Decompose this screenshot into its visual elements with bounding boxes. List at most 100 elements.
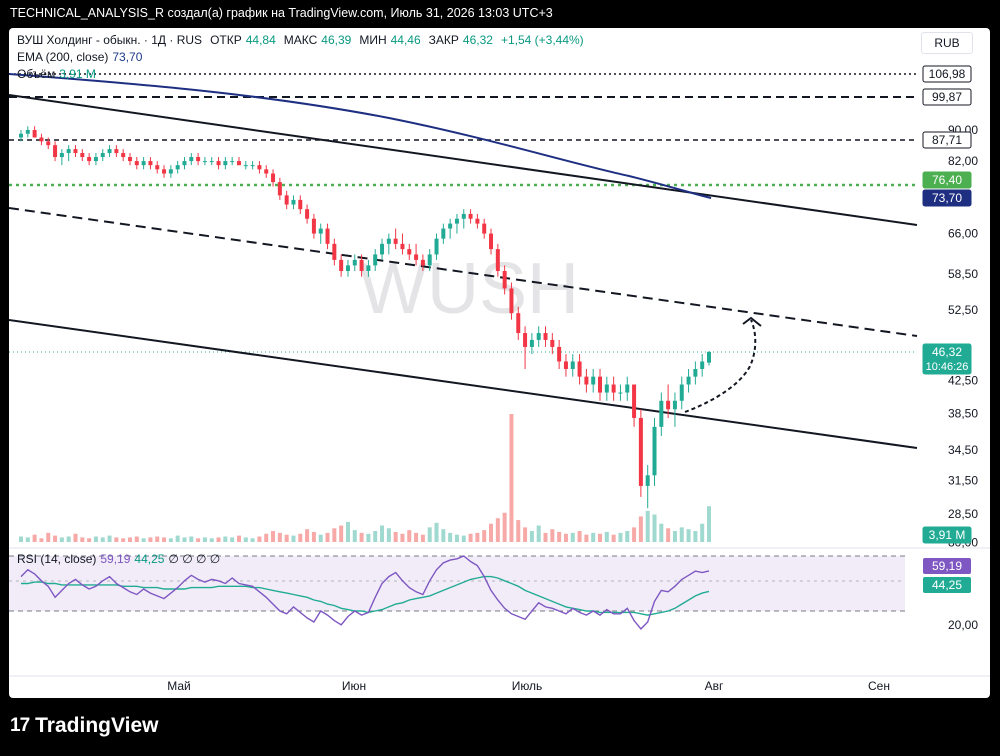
volume-bar	[557, 531, 562, 542]
volume-bar	[652, 514, 657, 542]
candle-body	[380, 243, 385, 255]
chart-canvas[interactable]: WUSH 90,0082,0066,0058,5052,5042,5038,50…	[9, 28, 990, 698]
candle-body	[325, 228, 330, 244]
candle-body	[550, 339, 555, 347]
price-tick-label: 52,50	[948, 303, 978, 317]
volume-bar	[659, 523, 664, 542]
volume-bar	[366, 533, 371, 542]
volume-bar	[420, 534, 425, 542]
candle-body	[223, 161, 228, 166]
volume-value: 3,91 M	[59, 67, 96, 81]
currency-button[interactable]: RUB	[921, 32, 973, 54]
price-tick-label: 28,50	[948, 507, 978, 521]
candle-body	[257, 165, 262, 170]
volume-bar	[570, 532, 575, 542]
volume-bar	[632, 527, 637, 542]
ema-legend[interactable]: EMA (200, close) 73,70	[17, 50, 142, 64]
price-tick-label: 42,50	[948, 374, 978, 388]
ema-value: 73,70	[112, 50, 143, 64]
volume-bar	[448, 532, 453, 542]
volume-bar	[236, 535, 241, 542]
volume-bar	[666, 528, 671, 542]
volume-bar	[625, 531, 630, 542]
volume-bar	[264, 533, 269, 542]
time-tick-label: Авг	[705, 679, 724, 693]
candle-body	[482, 223, 487, 234]
price-label-box	[922, 88, 972, 106]
rsi-ma-last-label-box	[923, 577, 971, 593]
candle-body	[604, 384, 609, 393]
volume-bar	[645, 510, 650, 542]
volume-bar	[407, 530, 412, 542]
low-label: МИН	[359, 33, 387, 47]
volume-legend[interactable]: Объём 3,91 M	[17, 67, 96, 81]
volume-bar	[127, 537, 132, 542]
volume-bar	[475, 532, 480, 542]
rsi-ma-value: 44,25	[134, 552, 165, 566]
candle-body	[305, 209, 310, 219]
volume-bar	[325, 532, 330, 542]
candle-body	[686, 376, 691, 385]
volume-bar	[202, 537, 207, 542]
volume-bar	[543, 532, 548, 542]
channel-lower-line	[9, 319, 918, 449]
volume-bar	[196, 538, 201, 542]
candle-body	[53, 145, 58, 158]
candle-body	[121, 153, 126, 158]
volume-bar	[121, 538, 126, 542]
candle-body	[618, 392, 623, 394]
candle-body	[114, 149, 119, 154]
candle-body	[659, 400, 664, 427]
price-label-text: 106,98	[929, 67, 966, 81]
volume-bar	[523, 527, 528, 542]
candle-body	[250, 165, 255, 167]
volume-bar	[693, 531, 698, 542]
ema-label: EMA (200, close)	[17, 50, 109, 64]
volume-bar	[250, 538, 255, 542]
price-label-text: 46,32	[932, 345, 962, 359]
candle-body	[352, 259, 357, 266]
candle-body	[230, 161, 235, 163]
candle-body	[420, 259, 425, 266]
volume-bar	[386, 528, 391, 542]
candle-body	[563, 361, 568, 369]
candle-body	[414, 254, 419, 260]
volume-bar	[114, 537, 119, 542]
tradingview-footer[interactable]: 17 TradingView	[10, 714, 158, 738]
candle-body	[59, 153, 64, 158]
time-tick-label: Июль	[512, 679, 543, 693]
volume-bar	[700, 523, 705, 542]
price-tick-label: 82,00	[948, 154, 978, 168]
rsi-legend[interactable]: RSI (14, close) 59,19 44,25 ∅ ∅ ∅ ∅	[17, 552, 220, 566]
volume-bar	[550, 529, 555, 542]
volume-bar	[318, 534, 323, 542]
candle-body	[611, 384, 616, 393]
volume-bar	[230, 537, 235, 542]
candle-body	[39, 137, 44, 142]
volume-bar	[66, 536, 71, 542]
candle-body	[107, 149, 112, 154]
symbol-legend[interactable]: ВУШ Холдинг - обыкн. · 1Д · RUS ОТКР 44,8…	[17, 33, 584, 47]
volume-bar	[686, 529, 691, 542]
rsi-ma-last-label: 44,25	[932, 578, 962, 592]
volume-bar	[400, 533, 405, 542]
time-axis: Май Июн Июль Авг Сен	[167, 679, 890, 693]
candle-body	[277, 182, 282, 196]
low-value: 44,46	[390, 33, 421, 47]
volume-bar	[59, 537, 64, 542]
candle-body	[318, 228, 323, 234]
volume-bar	[441, 529, 446, 542]
price-label-text: 87,71	[932, 133, 962, 147]
chart-panel[interactable]: WUSH 90,00 82,00 66,00 58,50 52,50 42,50 38,50…	[9, 28, 990, 698]
volume-bar	[536, 525, 541, 542]
volume-bar	[482, 530, 487, 542]
price-label-box	[922, 131, 972, 149]
rsi-label: RSI (14, close)	[17, 552, 97, 566]
candle-body	[638, 417, 643, 486]
symbol-name[interactable]: ВУШ Холдинг - обыкн. · 1Д · RUS	[17, 33, 203, 47]
candle-body	[434, 238, 439, 255]
price-label-text: 73,70	[932, 191, 962, 205]
volume-bar	[168, 538, 173, 542]
candle-body	[73, 149, 78, 154]
candle-body	[141, 161, 146, 166]
